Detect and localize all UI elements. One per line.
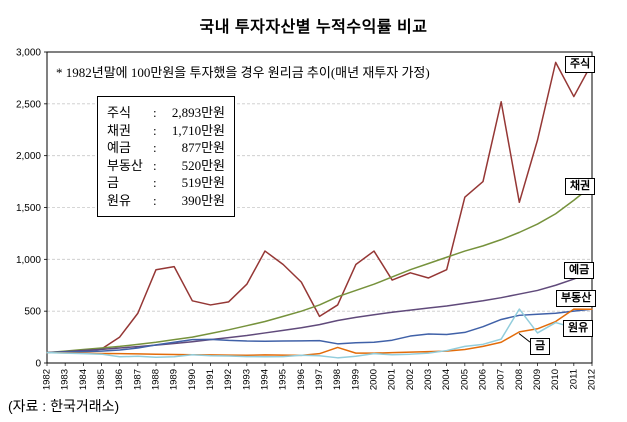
- y-tick-label: 1,000: [16, 255, 41, 266]
- x-tick-label: 2012: [587, 369, 598, 390]
- x-tick-label: 1986: [114, 369, 125, 390]
- legend-separator: :: [153, 105, 157, 120]
- legend-row: 채권:1,710만원: [107, 122, 225, 140]
- x-tick-label: 1987: [132, 369, 143, 390]
- legend-box: 주식:2,893만원 채권:1,710만원 예금:877만원 부동산:520만원…: [97, 96, 235, 217]
- x-tick-label: 1994: [260, 369, 271, 390]
- y-tick-label: 2,500: [16, 99, 41, 110]
- legend-label: 부동산: [107, 157, 143, 173]
- x-tick-label: 1991: [205, 369, 216, 390]
- x-tick-label: 2003: [423, 369, 434, 390]
- y-tick-label: 1,500: [16, 203, 41, 214]
- legend-separator: :: [153, 175, 157, 190]
- x-tick-label: 2002: [405, 369, 416, 390]
- legend-separator: :: [153, 140, 157, 155]
- x-tick-label: 1998: [332, 369, 343, 390]
- series-line-주식: [46, 61, 593, 354]
- legend-value: 877만원: [181, 140, 225, 155]
- series-line-금: [46, 308, 593, 357]
- legend-row: 금: 519만원: [107, 174, 225, 192]
- legend-label: 금: [107, 175, 119, 190]
- legend-row: 부동산: 520만원: [107, 157, 225, 175]
- legend-label: 주식: [107, 105, 131, 120]
- x-tick-label: 2005: [459, 369, 470, 390]
- x-tick-label: 1985: [96, 369, 107, 390]
- series-line-부동산: [46, 308, 593, 354]
- y-tick-label: 0: [35, 359, 41, 370]
- legend-value: 390만원: [181, 192, 225, 208]
- x-tick-label: 1982: [42, 369, 53, 390]
- x-tick-label: 2006: [478, 369, 489, 390]
- x-tick-label: 1983: [60, 369, 71, 390]
- series-label-real-estate: 부동산: [556, 290, 597, 307]
- plot-border: [46, 51, 593, 364]
- y-tick-label: 2,000: [16, 151, 41, 162]
- x-tick-label: 2009: [532, 369, 543, 390]
- series-label-crude-oil: 원유: [563, 320, 594, 337]
- y-tick-label: 500: [24, 307, 41, 318]
- legend-row: 원유: 390만원: [107, 192, 225, 210]
- source-note: (자료 : 한국거래소): [8, 398, 120, 414]
- x-tick-label: 1984: [78, 369, 89, 390]
- x-tick-label: 1997: [314, 369, 325, 390]
- x-tick-label: 1992: [223, 369, 234, 390]
- legend-value: 519만원: [181, 175, 225, 190]
- x-tick-label: 2007: [496, 369, 507, 390]
- series-label-deposit: 예금: [564, 262, 595, 279]
- x-tick-label: 1995: [278, 369, 289, 390]
- series-label-stock: 주식: [565, 56, 596, 73]
- x-tick-label: 1999: [350, 369, 361, 390]
- y-tick-label: 3,000: [16, 48, 41, 59]
- page-title: 국내 투자자산별 누적수익률 비교: [199, 19, 428, 36]
- x-tick-label: 1989: [169, 369, 180, 390]
- x-tick-label: 2004: [441, 369, 452, 390]
- x-tick-label: 1993: [241, 369, 252, 390]
- legend-label: 채권: [107, 122, 131, 138]
- legend-value: 520만원: [181, 157, 225, 173]
- series-label-bond: 채권: [565, 178, 596, 195]
- legend-separator: :: [153, 122, 157, 138]
- series-line-원유: [46, 308, 593, 359]
- x-tick-label: 2000: [369, 369, 380, 390]
- legend-row: 예금: 877만원: [107, 139, 225, 157]
- x-tick-label: 2010: [550, 369, 561, 390]
- legend-value: 1,710만원: [171, 122, 225, 138]
- legend-label: 예금: [107, 140, 131, 155]
- x-tick-label: 2011: [568, 369, 579, 389]
- legend-value: 2,893만원: [171, 105, 225, 120]
- chart-annotation: * 1982년말에 100만원을 투자했을 경우 원리금 추이(매년 재투자 가…: [56, 65, 430, 80]
- series-label-gold: 금: [530, 338, 551, 355]
- legend-separator: :: [153, 157, 157, 173]
- x-tick-label: 1996: [296, 369, 307, 390]
- x-tick-label: 1988: [151, 369, 162, 390]
- legend-row: 주식:2,893만원: [107, 104, 225, 122]
- legend-separator: :: [153, 192, 157, 208]
- x-tick-label: 1990: [187, 369, 198, 390]
- x-tick-label: 2008: [514, 369, 525, 390]
- series-line-채권: [46, 184, 593, 354]
- series-line-예금: [46, 271, 593, 354]
- legend-label: 원유: [107, 192, 131, 208]
- x-tick-label: 2001: [387, 369, 398, 390]
- line-chart-canvas: 0 500 1,000 1,500 2,000 2,500 3,000 1982 1983 198…: [16, 48, 598, 391]
